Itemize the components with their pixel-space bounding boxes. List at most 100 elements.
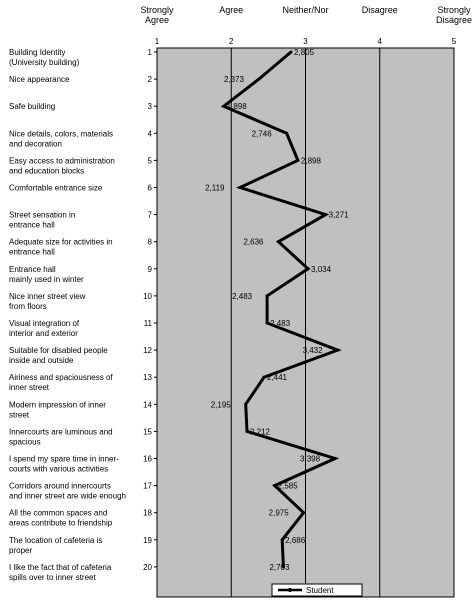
- x-tick-label-1: 1: [155, 37, 160, 46]
- y-tick-label-20: 20: [143, 563, 152, 572]
- y-tick-label-2: 2: [148, 75, 153, 84]
- data-point-10: [265, 294, 269, 298]
- data-point-11: [265, 321, 269, 325]
- data-point-7: [324, 213, 328, 217]
- data-point-14: [244, 402, 248, 406]
- item-labels: Building Identity (University building) Ni…: [9, 48, 126, 582]
- y-tick-label-3: 3: [148, 102, 153, 111]
- data-label-12: 3,432: [303, 346, 324, 355]
- data-point-4: [285, 131, 289, 135]
- data-label-9: 3,034: [311, 265, 332, 274]
- item-label-12: Suitable for disabled people inside and o…: [9, 346, 108, 365]
- y-tick-label-17: 17: [143, 482, 152, 491]
- item-label-2: Nice appearance: [9, 75, 70, 84]
- data-label-10: 2,483: [232, 292, 253, 301]
- x-tick-label-5: 5: [452, 37, 457, 46]
- y-tick-label-10: 10: [143, 292, 152, 301]
- data-point-1: [289, 50, 293, 54]
- item-label-4: Nice details, colors, materials and decor…: [9, 129, 113, 148]
- y-tick-label-5: 5: [148, 156, 153, 165]
- data-label-6: 2,119: [205, 184, 225, 193]
- x-tick-label-4: 4: [378, 37, 383, 46]
- item-label-15: Innercourts are luminous and spacious: [9, 427, 113, 446]
- item-label-5: Easy access to administration and educati…: [9, 156, 115, 175]
- item-label-16: I spend my spare time in inner-courts wi…: [9, 455, 119, 474]
- data-label-1: 2,805: [294, 48, 315, 57]
- data-label-5: 2,898: [301, 156, 322, 165]
- item-label-19: The location of cafeteria is proper: [9, 536, 102, 555]
- item-label-18: All the common spaces and areas contribut…: [9, 509, 113, 528]
- data-point-2: [257, 77, 261, 81]
- item-label-7: Street sensation in entrance hall: [9, 211, 75, 230]
- y-tick-label-11: 11: [144, 319, 153, 328]
- item-label-9: Entrance hall mainly used in winter: [9, 265, 84, 284]
- y-tick-label-7: 7: [148, 211, 153, 220]
- data-point-20: [281, 565, 285, 569]
- item-label-8: Adequate size for activities in entrance …: [9, 238, 113, 257]
- scale-label-4: Disagree: [362, 5, 398, 15]
- data-labels: 2,805 2,373 1,898 2,746 2,898 2,119 3,271 2,636…: [205, 48, 349, 572]
- y-tick-label-19: 19: [143, 536, 152, 545]
- y-tick-label-6: 6: [148, 184, 153, 193]
- data-label-3: 1,898: [227, 102, 248, 111]
- data-point-18: [302, 511, 306, 515]
- item-label-20: I like the fact that of cafeteria spills …: [9, 563, 112, 582]
- x-tick-label-3: 3: [303, 37, 308, 46]
- data-label-15: 2,212: [250, 427, 271, 436]
- data-point-3: [222, 104, 226, 108]
- legend-box: [271, 583, 363, 597]
- y-tick-label-4: 4: [148, 129, 153, 138]
- series-line-student: [220, 50, 342, 567]
- scale-label-3: Neither/Nor: [282, 5, 328, 15]
- legend-label-student: Student: [306, 586, 334, 595]
- x-tick-label-2: 2: [229, 37, 234, 46]
- y-tick-label-13: 13: [143, 373, 152, 382]
- item-label-14: Modern impression of inner street: [9, 400, 106, 419]
- y-tick-label-15: 15: [143, 427, 152, 436]
- data-label-7: 3,271: [329, 211, 350, 220]
- item-label-1: Building Identity (University building): [9, 48, 80, 67]
- data-label-17: 2,585: [278, 482, 299, 491]
- data-point-19: [280, 538, 284, 542]
- scale-label-1: Strongly Agree: [140, 5, 174, 25]
- item-label-13: Airiness and spaciousness of inner street: [9, 373, 113, 392]
- legend-marker-student: [288, 588, 292, 592]
- data-point-17: [273, 484, 277, 488]
- data-point-6: [238, 186, 242, 189]
- data-point-8: [276, 240, 280, 244]
- scale-label-5: Strongly Disagree: [436, 5, 472, 25]
- y-tick-label-14: 14: [143, 400, 152, 409]
- data-point-16: [333, 457, 337, 460]
- scale-labels: Strongly Agree Agree Neither/Nor Disagree Str…: [140, 5, 472, 25]
- y-tick-label-16: 16: [143, 455, 152, 464]
- y-tick-label-1: 1: [148, 48, 153, 57]
- data-label-16: 3,398: [300, 455, 321, 464]
- legend: Student: [271, 583, 363, 597]
- data-label-13: 2,441: [267, 373, 288, 382]
- item-label-10: Nice inner street view from floors: [9, 292, 86, 311]
- data-point-5: [296, 158, 300, 162]
- item-label-6: Comfortable entrance size: [9, 184, 103, 193]
- gridlines: [230, 48, 381, 597]
- data-label-8: 2,636: [243, 238, 264, 247]
- item-label-11: Visual integration of interior and exteri…: [9, 319, 80, 338]
- data-label-18: 2,975: [269, 509, 290, 518]
- y-tick-label-12: 12: [143, 346, 152, 355]
- y-tick-label-9: 9: [148, 265, 153, 274]
- y-tick-label-18: 18: [143, 509, 152, 518]
- data-point-9: [306, 267, 310, 271]
- data-label-2: 2,373: [224, 75, 245, 84]
- data-point-13: [262, 375, 266, 379]
- data-label-14: 2,195: [211, 400, 232, 409]
- data-label-20: 2,703: [269, 563, 290, 572]
- y-tick-label-8: 8: [148, 238, 153, 247]
- data-label-4: 2,746: [252, 129, 273, 138]
- data-label-11: 2,483: [270, 319, 291, 328]
- scale-label-2: Agree: [219, 5, 243, 15]
- item-label-17: Corridors around innercourts and inner st…: [9, 482, 126, 501]
- data-point-12: [336, 348, 340, 352]
- data-point-15: [245, 429, 249, 433]
- data-label-19: 2,686: [285, 536, 306, 545]
